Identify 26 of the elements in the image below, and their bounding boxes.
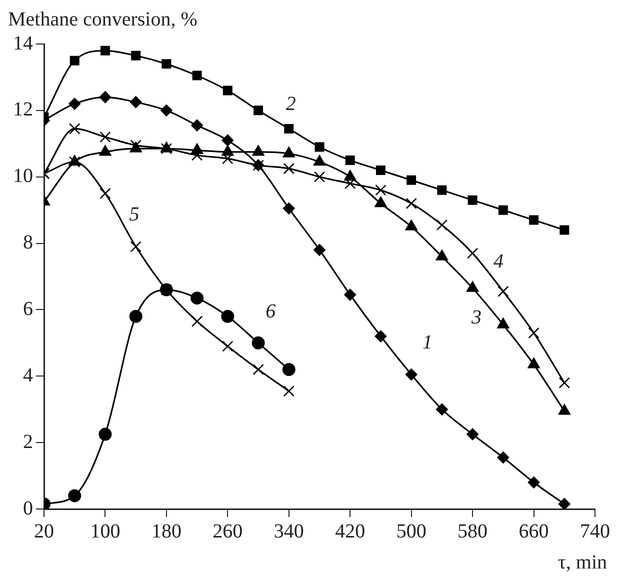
y-tick-label: 2 — [23, 430, 33, 453]
x-tick-label: 420 — [335, 520, 366, 542]
y-tick-label: 10 — [13, 165, 33, 188]
x-tick-label: 340 — [274, 520, 304, 542]
x-tick-label: 100 — [90, 520, 120, 542]
y-tick-label: 6 — [23, 298, 33, 320]
y-tick-label: 8 — [23, 232, 33, 254]
series-label: 6 — [266, 300, 276, 323]
y-tick-label: 4 — [23, 364, 33, 386]
series-label: 4 — [494, 250, 504, 272]
x-tick-label: 260 — [212, 520, 243, 542]
y-axis-title: Methane conversion, % — [8, 8, 198, 30]
series-label: 3 — [470, 306, 482, 328]
x-tick-label: 180 — [151, 520, 182, 542]
series-label: 2 — [286, 92, 296, 115]
x-tick-label: 740 — [580, 520, 610, 542]
x-tick-label: 500 — [396, 520, 426, 542]
series-label: 1 — [422, 332, 432, 354]
y-tick-label: 12 — [13, 98, 33, 121]
series-label: 5 — [129, 204, 140, 226]
x-tick-label: 580 — [458, 520, 488, 542]
x-tick-label: 660 — [518, 520, 549, 542]
y-tick-label: 0 — [23, 497, 33, 520]
y-tick-label: 14 — [13, 32, 33, 54]
x-tick-label: 20 — [34, 520, 54, 542]
x-axis-title: τ, min — [558, 551, 607, 574]
